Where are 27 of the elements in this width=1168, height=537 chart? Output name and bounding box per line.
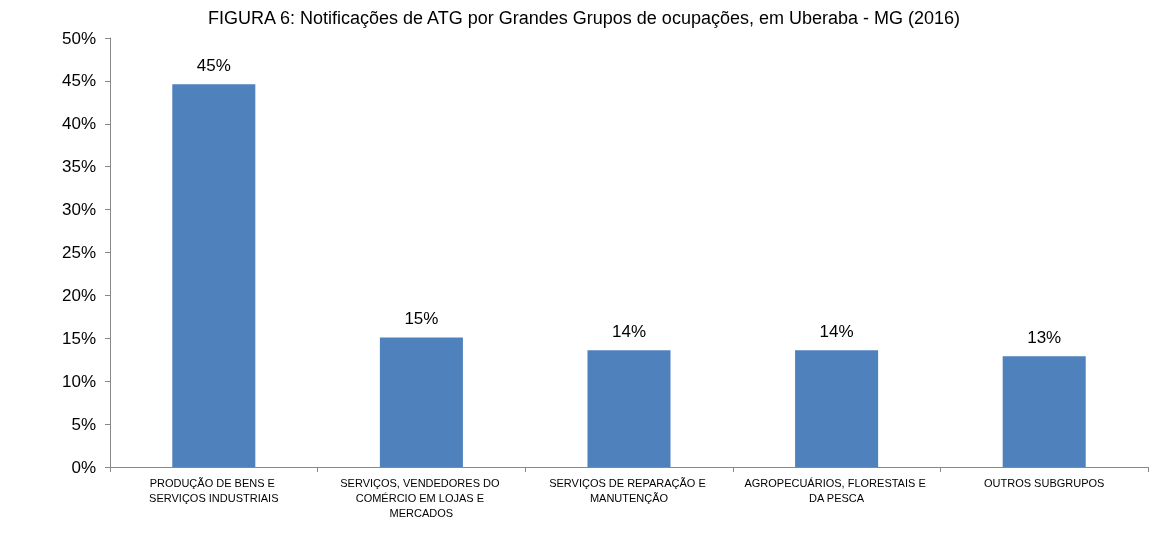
bar bbox=[379, 337, 463, 467]
y-tick-label: 15% bbox=[61, 328, 96, 348]
y-tick-label: 25% bbox=[61, 243, 96, 262]
y-tick-label: 45% bbox=[61, 71, 96, 91]
data-label: 15% bbox=[404, 309, 439, 329]
x-tick-label: SERVIÇOS, VENDEDORES DO COMÉRCIO EM LOJAS E MERCADOS bbox=[340, 476, 503, 519]
chart-title: FIGURA 6: Notificações de ATG por Grandes Grupos de ocupações, em Uberaba - MG (2016) bbox=[207, 8, 961, 28]
y-tick-label: 5% bbox=[71, 414, 96, 434]
x-tick-label: PRODUÇÃO DE BENS E SERVIÇOS INDUSTRIAIS bbox=[149, 476, 279, 504]
data-label: 45% bbox=[196, 56, 231, 76]
x-tick-label: SERVIÇOS DE REPARAÇÃO E MANUTENÇÃO bbox=[549, 476, 709, 504]
data-label: 14% bbox=[819, 322, 854, 342]
y-tick-label: 50% bbox=[61, 28, 96, 48]
y-tick-label: 20% bbox=[61, 285, 96, 305]
bar bbox=[795, 350, 879, 467]
bar bbox=[1002, 356, 1086, 467]
bar bbox=[172, 84, 256, 467]
data-label: 14% bbox=[611, 322, 647, 342]
data-label: 13% bbox=[1027, 328, 1062, 348]
y-tick-label: 10% bbox=[61, 371, 96, 391]
y-tick-label: 0% bbox=[71, 457, 96, 477]
x-tick-label: AGROPECUÁRIOS, FLORESTAIS E DA PESCA bbox=[744, 476, 929, 504]
y-tick-label: 40% bbox=[61, 114, 96, 134]
bar bbox=[587, 350, 671, 467]
x-tick-label: OUTROS SUBGRUPOS bbox=[984, 476, 1105, 489]
y-tick-label: 30% bbox=[61, 200, 96, 220]
y-tick-label: 35% bbox=[61, 157, 96, 177]
